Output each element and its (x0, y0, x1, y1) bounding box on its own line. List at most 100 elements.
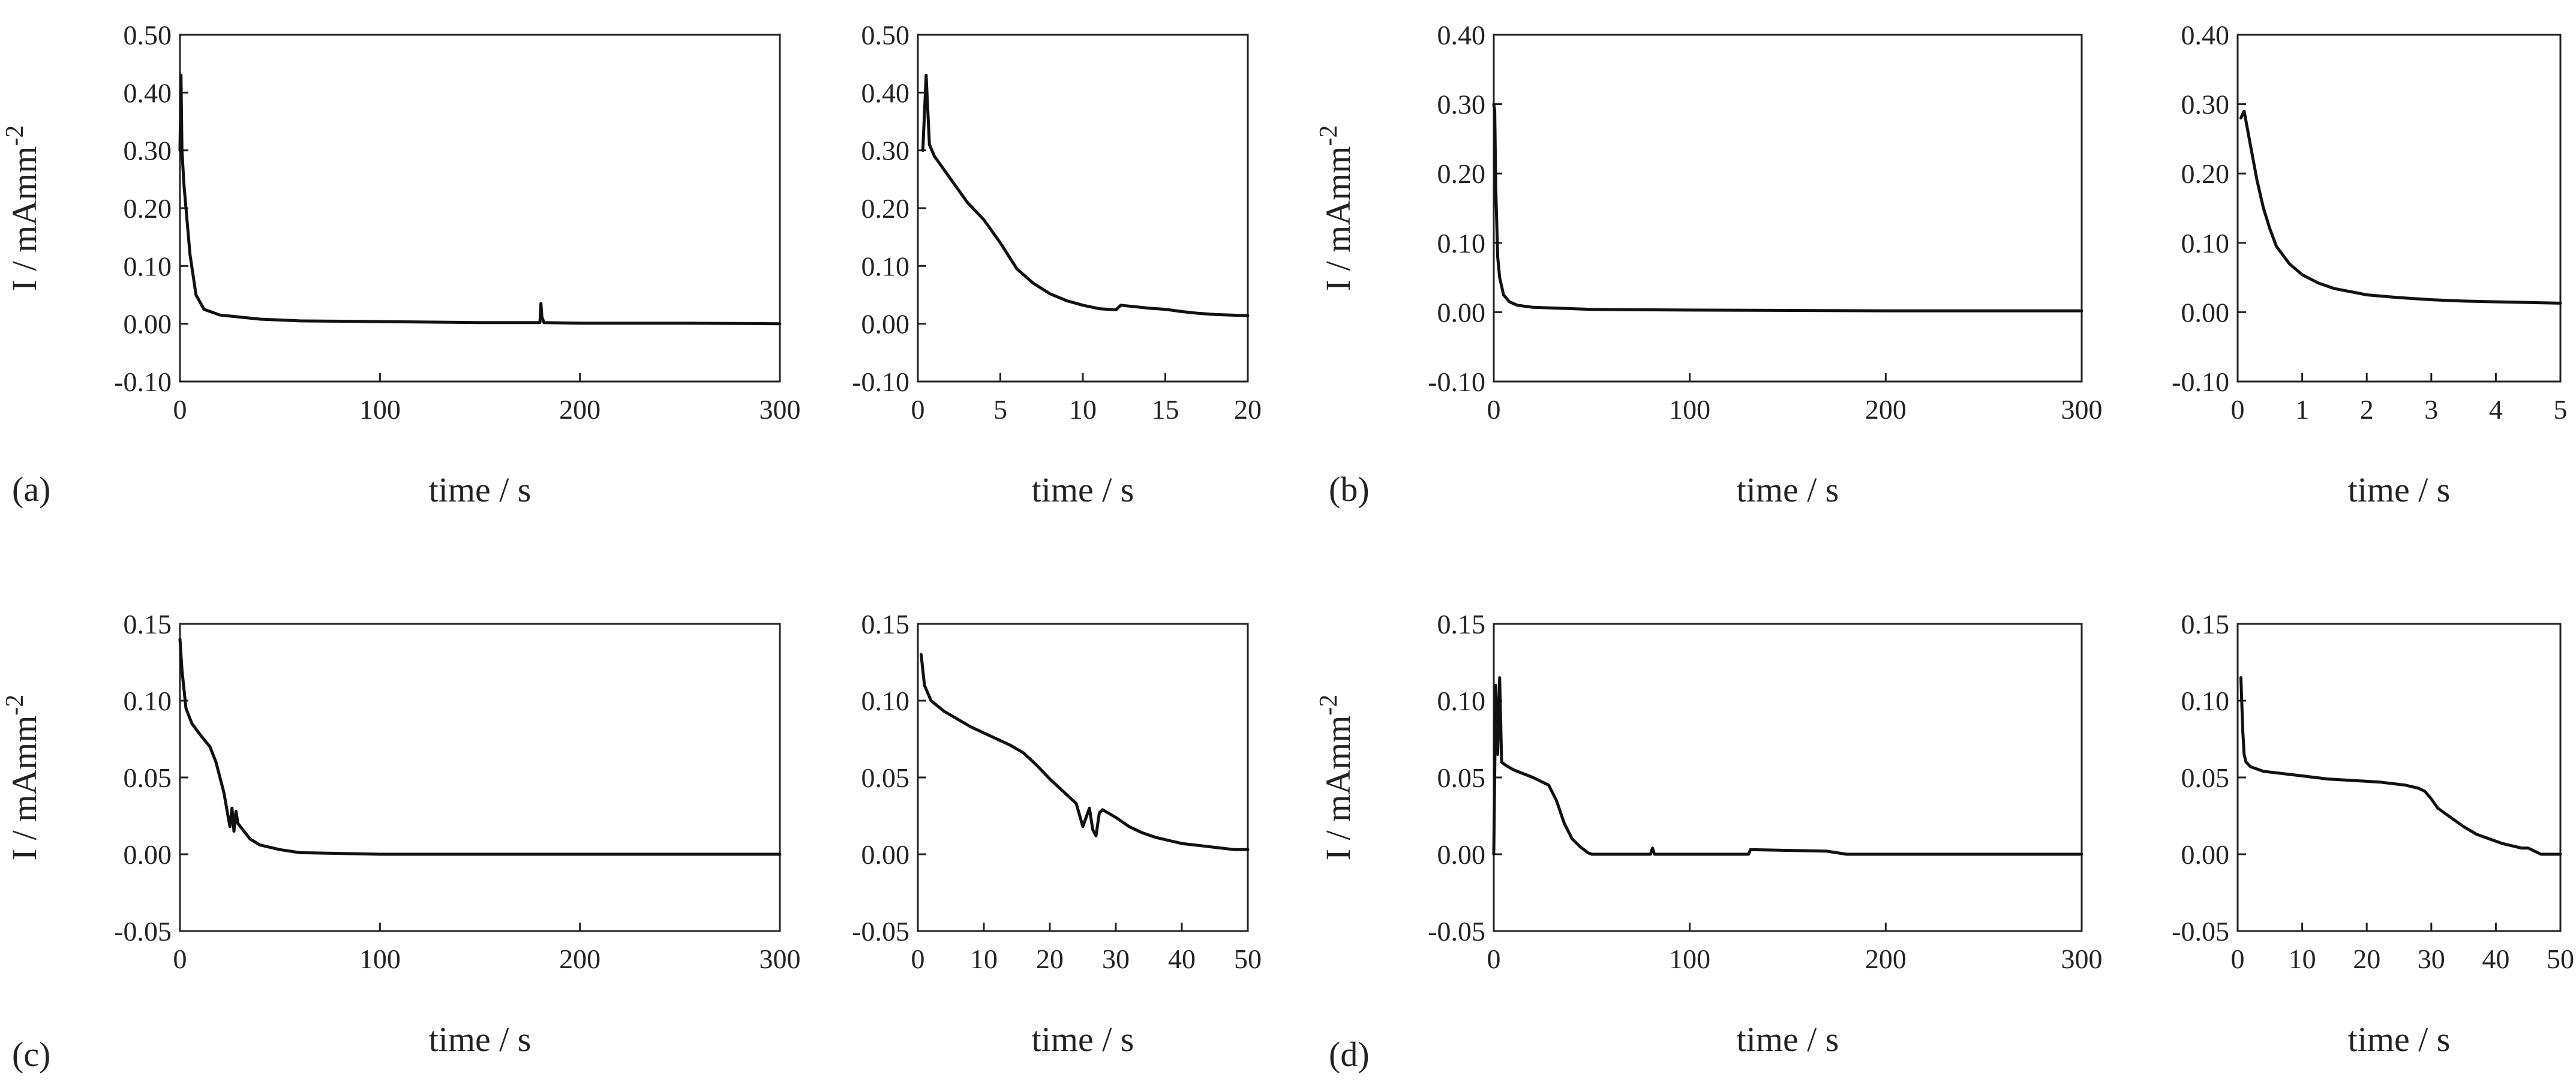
x-tick-label: 0 (2231, 944, 2245, 974)
x-tick-label: 5 (993, 394, 1007, 425)
series-line-current (921, 73, 1250, 317)
x-tick-label: 200 (559, 944, 601, 974)
series-line-current (1492, 676, 2083, 856)
y-tick-label: 0.05 (1437, 762, 1486, 793)
x-axis-label: time / s (1032, 470, 1134, 509)
y-tick-label: 0.05 (861, 762, 910, 793)
y-tick-label: 0.20 (1437, 158, 1486, 189)
y-tick-label: 0.00 (2181, 839, 2230, 870)
x-tick-label: 100 (1669, 394, 1710, 425)
y-tick-label: 0.40 (2181, 20, 2230, 50)
plot-frame (917, 623, 1249, 932)
x-tick-label: 10 (970, 944, 998, 974)
y-tick-label: 0.15 (124, 609, 172, 639)
y-tick-label: 0.00 (861, 309, 910, 340)
x-tick-label: 20 (2353, 944, 2380, 974)
x-tick-label: 100 (359, 394, 401, 425)
chart-b-zoom: -0.10 0.00 0.10 0.20 0.30 0.40 0 1 2 3 4 5 time / s (2172, 20, 2567, 509)
y-tick-label: 0.10 (861, 686, 910, 716)
y-tick-label: 0.50 (124, 20, 172, 50)
plot-frame (179, 34, 781, 383)
series-line-current (178, 73, 782, 326)
y-tick-label: 0.30 (124, 136, 172, 166)
y-tick-label: 0.00 (861, 839, 910, 870)
y-tick-label: 0.30 (861, 136, 910, 166)
plot-frame (2236, 34, 2562, 383)
chart-a-zoom: -0.10 0.00 0.10 0.20 0.30 0.40 0.50 0 5 10 15 20 tim… (852, 20, 1262, 509)
x-tick-label: 1 (2295, 394, 2309, 425)
y-tick-label: 0.10 (2181, 228, 2230, 259)
y-tick-label: -0.05 (1428, 916, 1485, 947)
y-tick-label: 0.50 (861, 20, 910, 50)
x-tick-label: 100 (1669, 944, 1710, 974)
y-tick-label: 0.05 (2181, 762, 2230, 793)
x-tick-label: 10 (2289, 944, 2316, 974)
x-tick-label: 100 (359, 944, 401, 974)
y-tick-label: -0.10 (852, 367, 909, 397)
plot-frame (1493, 34, 2083, 383)
x-axis-label: time / s (429, 1020, 532, 1059)
panel-label: (a) (12, 470, 50, 509)
chart-b-main: -0.10 0.00 0.10 0.20 0.30 0.40 0 100 200 300 time … (1315, 20, 2103, 509)
x-tick-label: 50 (2547, 944, 2574, 974)
x-tick-label: 3 (2424, 394, 2438, 425)
x-axis-label: time / s (1737, 1020, 1839, 1059)
x-tick-label: 30 (2418, 944, 2445, 974)
y-tick-label: 0.10 (2181, 686, 2230, 716)
chart-d-zoom: -0.05 0.00 0.05 0.10 0.15 0 10 20 30 40 50 time / s (2172, 609, 2574, 1059)
x-axis-label: time / s (1737, 470, 1839, 509)
plot-frame (1493, 623, 2083, 932)
y-tick-label: 0.20 (2181, 158, 2230, 189)
panel-label: (c) (12, 1035, 50, 1074)
series-line-current (2239, 676, 2562, 856)
series-line-current (178, 638, 782, 856)
series-line-current (920, 653, 1250, 851)
y-tick-label: 0.05 (124, 762, 172, 793)
x-tick-label: 0 (1487, 944, 1501, 974)
y-tick-label: 0.10 (124, 251, 172, 281)
y-axis-label: I / mAmm-2 (1315, 695, 1358, 861)
panel-label: (d) (1329, 1035, 1370, 1074)
y-tick-label: 0.00 (1437, 297, 1486, 328)
y-tick-label: -0.05 (2172, 916, 2229, 947)
x-axis-label: time / s (2348, 470, 2451, 509)
x-tick-label: 200 (559, 394, 601, 425)
y-axis-label: I / mAmm-2 (1315, 125, 1358, 292)
chart-c-main: -0.05 0.00 0.05 0.10 0.15 0 100 200 300 time / s I… (1, 609, 801, 1059)
y-tick-label: 0.00 (2181, 297, 2230, 328)
x-tick-label: 0 (911, 394, 925, 425)
y-tick-label: 0.20 (124, 193, 172, 224)
y-tick-label: 0.10 (861, 251, 910, 281)
y-tick-label: 0.10 (1437, 686, 1486, 716)
y-tick-label: -0.10 (2172, 367, 2229, 397)
x-tick-label: 5 (2554, 394, 2568, 425)
y-tick-label: -0.10 (1428, 367, 1485, 397)
x-tick-label: 40 (1168, 944, 1196, 974)
y-tick-label: 0.40 (1437, 20, 1486, 50)
y-tick-label: 0.15 (2181, 609, 2230, 639)
x-tick-label: 0 (911, 944, 925, 974)
y-tick-label: 0.10 (124, 686, 172, 716)
y-tick-label: -0.05 (114, 916, 172, 947)
x-tick-label: 300 (2061, 944, 2103, 974)
x-tick-label: 2 (2360, 394, 2374, 425)
chart-d-main: -0.05 0.00 0.05 0.10 0.15 0 100 200 300 time / s I… (1315, 609, 2103, 1059)
x-tick-label: 300 (759, 944, 801, 974)
y-axis-label: I / mAmm-2 (1, 125, 44, 292)
chart-c-zoom: -0.05 0.00 0.05 0.10 0.15 0 10 20 30 40 50 time / s (852, 609, 1262, 1059)
x-tick-label: 200 (1865, 944, 1907, 974)
x-tick-label: 20 (1234, 394, 1262, 425)
y-axis-label: I / mAmm-2 (1, 695, 44, 861)
y-tick-label: 0.10 (1437, 228, 1486, 259)
y-tick-label: 0.40 (124, 77, 172, 108)
x-tick-label: 200 (1865, 394, 1907, 425)
chart-a-main: -0.10 0.00 0.10 0.20 0.30 0.40 0.50 0 100 200 300 t… (1, 20, 801, 509)
y-tick-label: 0.30 (1437, 89, 1486, 120)
x-tick-label: 50 (1234, 944, 1262, 974)
x-tick-label: 0 (2231, 394, 2245, 425)
y-tick-label: -0.05 (852, 916, 909, 947)
x-tick-label: 0 (173, 944, 187, 974)
x-axis-label: time / s (1032, 1020, 1134, 1059)
y-tick-label: 0.30 (2181, 89, 2230, 120)
